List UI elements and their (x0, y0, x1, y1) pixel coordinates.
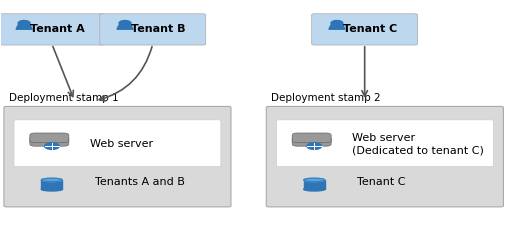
Polygon shape (16, 26, 32, 30)
Text: Tenant C: Tenant C (357, 176, 406, 186)
Text: Web server: Web server (89, 139, 153, 148)
Text: Tenant C: Tenant C (343, 24, 397, 34)
Polygon shape (117, 26, 133, 30)
Text: Tenants A and B: Tenants A and B (95, 176, 185, 186)
Text: Tenant B: Tenant B (131, 24, 185, 34)
Ellipse shape (41, 178, 63, 182)
FancyBboxPatch shape (277, 120, 493, 167)
Circle shape (18, 21, 30, 27)
FancyBboxPatch shape (100, 15, 206, 46)
Ellipse shape (303, 188, 325, 191)
Text: Deployment stamp 2: Deployment stamp 2 (271, 92, 381, 103)
FancyBboxPatch shape (312, 15, 418, 46)
Ellipse shape (41, 188, 63, 191)
FancyBboxPatch shape (0, 15, 105, 46)
FancyBboxPatch shape (14, 120, 221, 167)
FancyBboxPatch shape (292, 137, 331, 146)
FancyBboxPatch shape (292, 133, 331, 143)
Text: Deployment stamp 1: Deployment stamp 1 (9, 92, 118, 103)
FancyBboxPatch shape (4, 107, 231, 207)
FancyBboxPatch shape (266, 107, 504, 207)
Text: Tenant A: Tenant A (29, 24, 84, 34)
Circle shape (331, 21, 343, 27)
Circle shape (307, 143, 322, 150)
Polygon shape (329, 26, 345, 30)
Ellipse shape (303, 178, 325, 182)
FancyBboxPatch shape (30, 137, 69, 146)
Polygon shape (303, 180, 325, 189)
FancyBboxPatch shape (30, 133, 69, 143)
Polygon shape (41, 180, 63, 189)
Circle shape (44, 143, 59, 150)
Circle shape (119, 21, 131, 27)
Text: Web server
(Dedicated to tenant C): Web server (Dedicated to tenant C) (352, 133, 484, 154)
